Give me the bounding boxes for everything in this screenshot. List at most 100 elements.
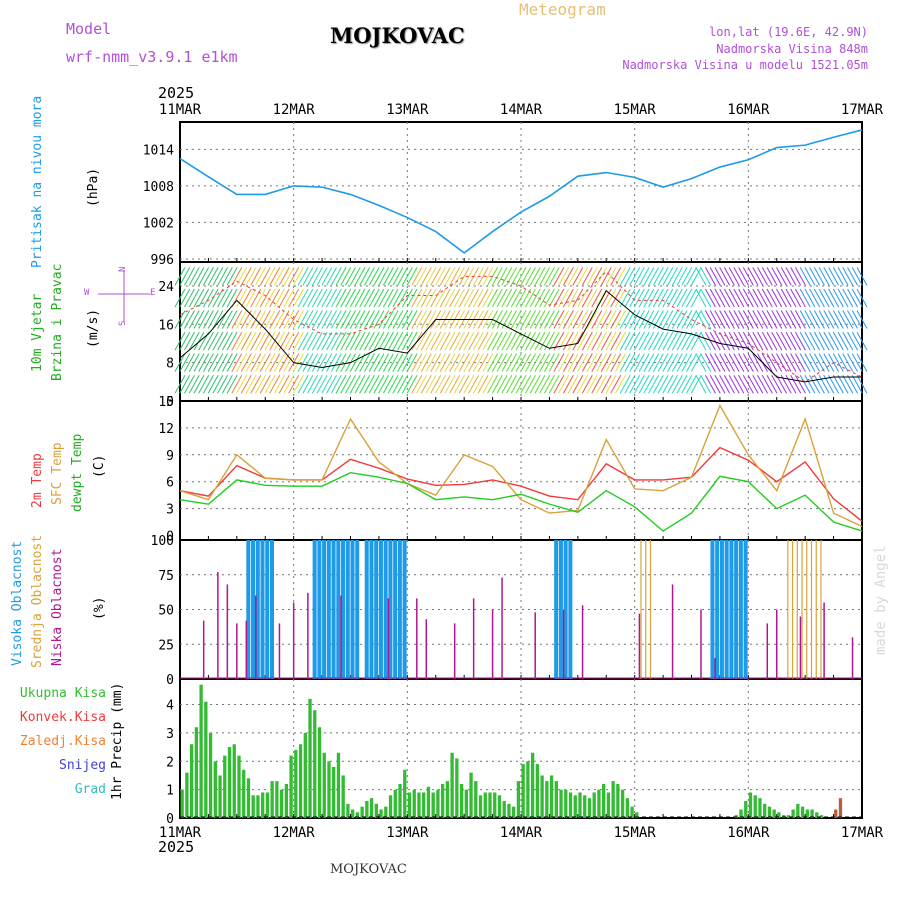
wind-arrow xyxy=(652,267,664,286)
wind-arrow xyxy=(297,288,309,308)
wind-arrow xyxy=(307,267,319,286)
wind-arrow xyxy=(619,353,631,372)
wind-arrow xyxy=(548,310,560,329)
wind-arrow xyxy=(411,374,423,394)
wind-arrow xyxy=(600,310,612,329)
wind-arrow xyxy=(534,267,546,286)
wind-arrow xyxy=(406,331,418,351)
wind-arrow xyxy=(349,331,361,351)
wind-arrow xyxy=(558,267,570,286)
wind-arrow xyxy=(799,353,811,372)
wind-arrow xyxy=(818,288,830,308)
wind-arrow xyxy=(510,374,522,394)
wind-arrow xyxy=(619,310,631,329)
wind-arrow xyxy=(813,353,825,372)
wind-arrow xyxy=(292,310,304,329)
wind-arrow xyxy=(217,353,229,372)
wind-arrow xyxy=(240,331,252,351)
wind-arrow xyxy=(705,267,716,286)
wind-arrow xyxy=(184,331,195,351)
wind-arrow xyxy=(525,288,536,308)
high-cloud-bar xyxy=(364,540,369,679)
wind-arrow xyxy=(236,267,248,286)
wind-arrow xyxy=(226,331,238,351)
wind-arrow xyxy=(302,331,314,351)
wind-arrow xyxy=(311,374,323,394)
wind-arrow xyxy=(416,331,427,351)
wind-arrow xyxy=(482,267,494,286)
wind-arrow xyxy=(794,353,806,372)
wind-arrow xyxy=(491,353,503,372)
wind-arrow xyxy=(382,310,394,329)
wind-arrow xyxy=(747,288,759,308)
wind-arrow xyxy=(709,374,721,394)
wind-arrow xyxy=(586,310,598,329)
wind-arrow xyxy=(794,288,806,308)
wind-arrow xyxy=(752,353,764,372)
wind-arrow xyxy=(766,310,778,329)
wind-arrow xyxy=(477,331,489,351)
wind-arrow xyxy=(757,267,768,286)
chart-subtitle: Meteogram xyxy=(519,0,606,19)
wind-arrow xyxy=(221,331,233,351)
wind-arrow xyxy=(269,374,281,394)
wind-arrow xyxy=(340,310,352,329)
wind-arrow xyxy=(349,267,361,286)
precip-total-bar xyxy=(289,755,293,818)
precip-total-bar xyxy=(805,809,809,818)
wind-arrow xyxy=(510,353,522,372)
wind-arrow xyxy=(255,331,266,351)
wind-arrow xyxy=(387,288,399,308)
wind-arrow xyxy=(449,374,461,394)
wind-arrow xyxy=(264,288,276,308)
wind-arrow xyxy=(742,310,754,329)
wind-arrow xyxy=(506,353,517,372)
high-cloud-bar xyxy=(374,540,379,679)
wind-arrow xyxy=(278,288,290,308)
wind-arrow xyxy=(311,353,323,372)
wind-arrow xyxy=(364,353,375,372)
wind-arrow xyxy=(420,267,432,286)
wind-arrow xyxy=(577,374,589,394)
wind-arrow xyxy=(501,374,513,394)
wind-arrow xyxy=(240,374,252,394)
wind-arrow xyxy=(657,288,669,308)
precip-total-bar xyxy=(545,781,549,818)
footer-title: MOJKOVAC xyxy=(330,862,407,877)
mid-cloud-bar xyxy=(810,540,813,679)
high-cloud-bar xyxy=(260,540,265,679)
wind-arrow xyxy=(771,288,783,308)
year-bottom: 2025 xyxy=(158,838,195,856)
wind-arrow xyxy=(813,310,825,329)
wind-arrow xyxy=(539,288,551,308)
wind-arrow xyxy=(638,267,650,286)
wind-arrow xyxy=(439,331,451,351)
wind-arrow xyxy=(813,288,825,308)
top-day-label: 17MAR xyxy=(841,102,884,118)
precip-total-bar xyxy=(512,806,516,818)
wind-arrow xyxy=(435,288,446,308)
wind-arrow xyxy=(477,353,489,372)
wind-arrow xyxy=(747,353,759,372)
wind-arrow xyxy=(188,310,200,329)
wind-arrow xyxy=(851,331,863,351)
wind-arrow xyxy=(771,331,783,351)
wind-arrow xyxy=(856,353,868,372)
precip-total-bar xyxy=(777,812,781,818)
wind-arrow xyxy=(671,353,683,372)
wind-arrow xyxy=(667,374,678,394)
wind-arrow xyxy=(316,374,328,394)
wind-arrow xyxy=(539,310,551,329)
wind-arrow xyxy=(581,331,593,351)
wind-arrow xyxy=(330,353,342,372)
top-day-label: 12MAR xyxy=(273,102,316,118)
wind-arrow xyxy=(188,267,200,286)
precip-total-bar xyxy=(194,727,199,818)
temp-sfc-line xyxy=(179,403,863,528)
wind-arrow xyxy=(705,374,716,394)
precip-total-bar xyxy=(365,800,369,818)
precip-legend-total: Ukupna Kisa xyxy=(19,686,106,701)
wind-arrow xyxy=(245,267,257,286)
wind-arrow xyxy=(662,310,674,329)
